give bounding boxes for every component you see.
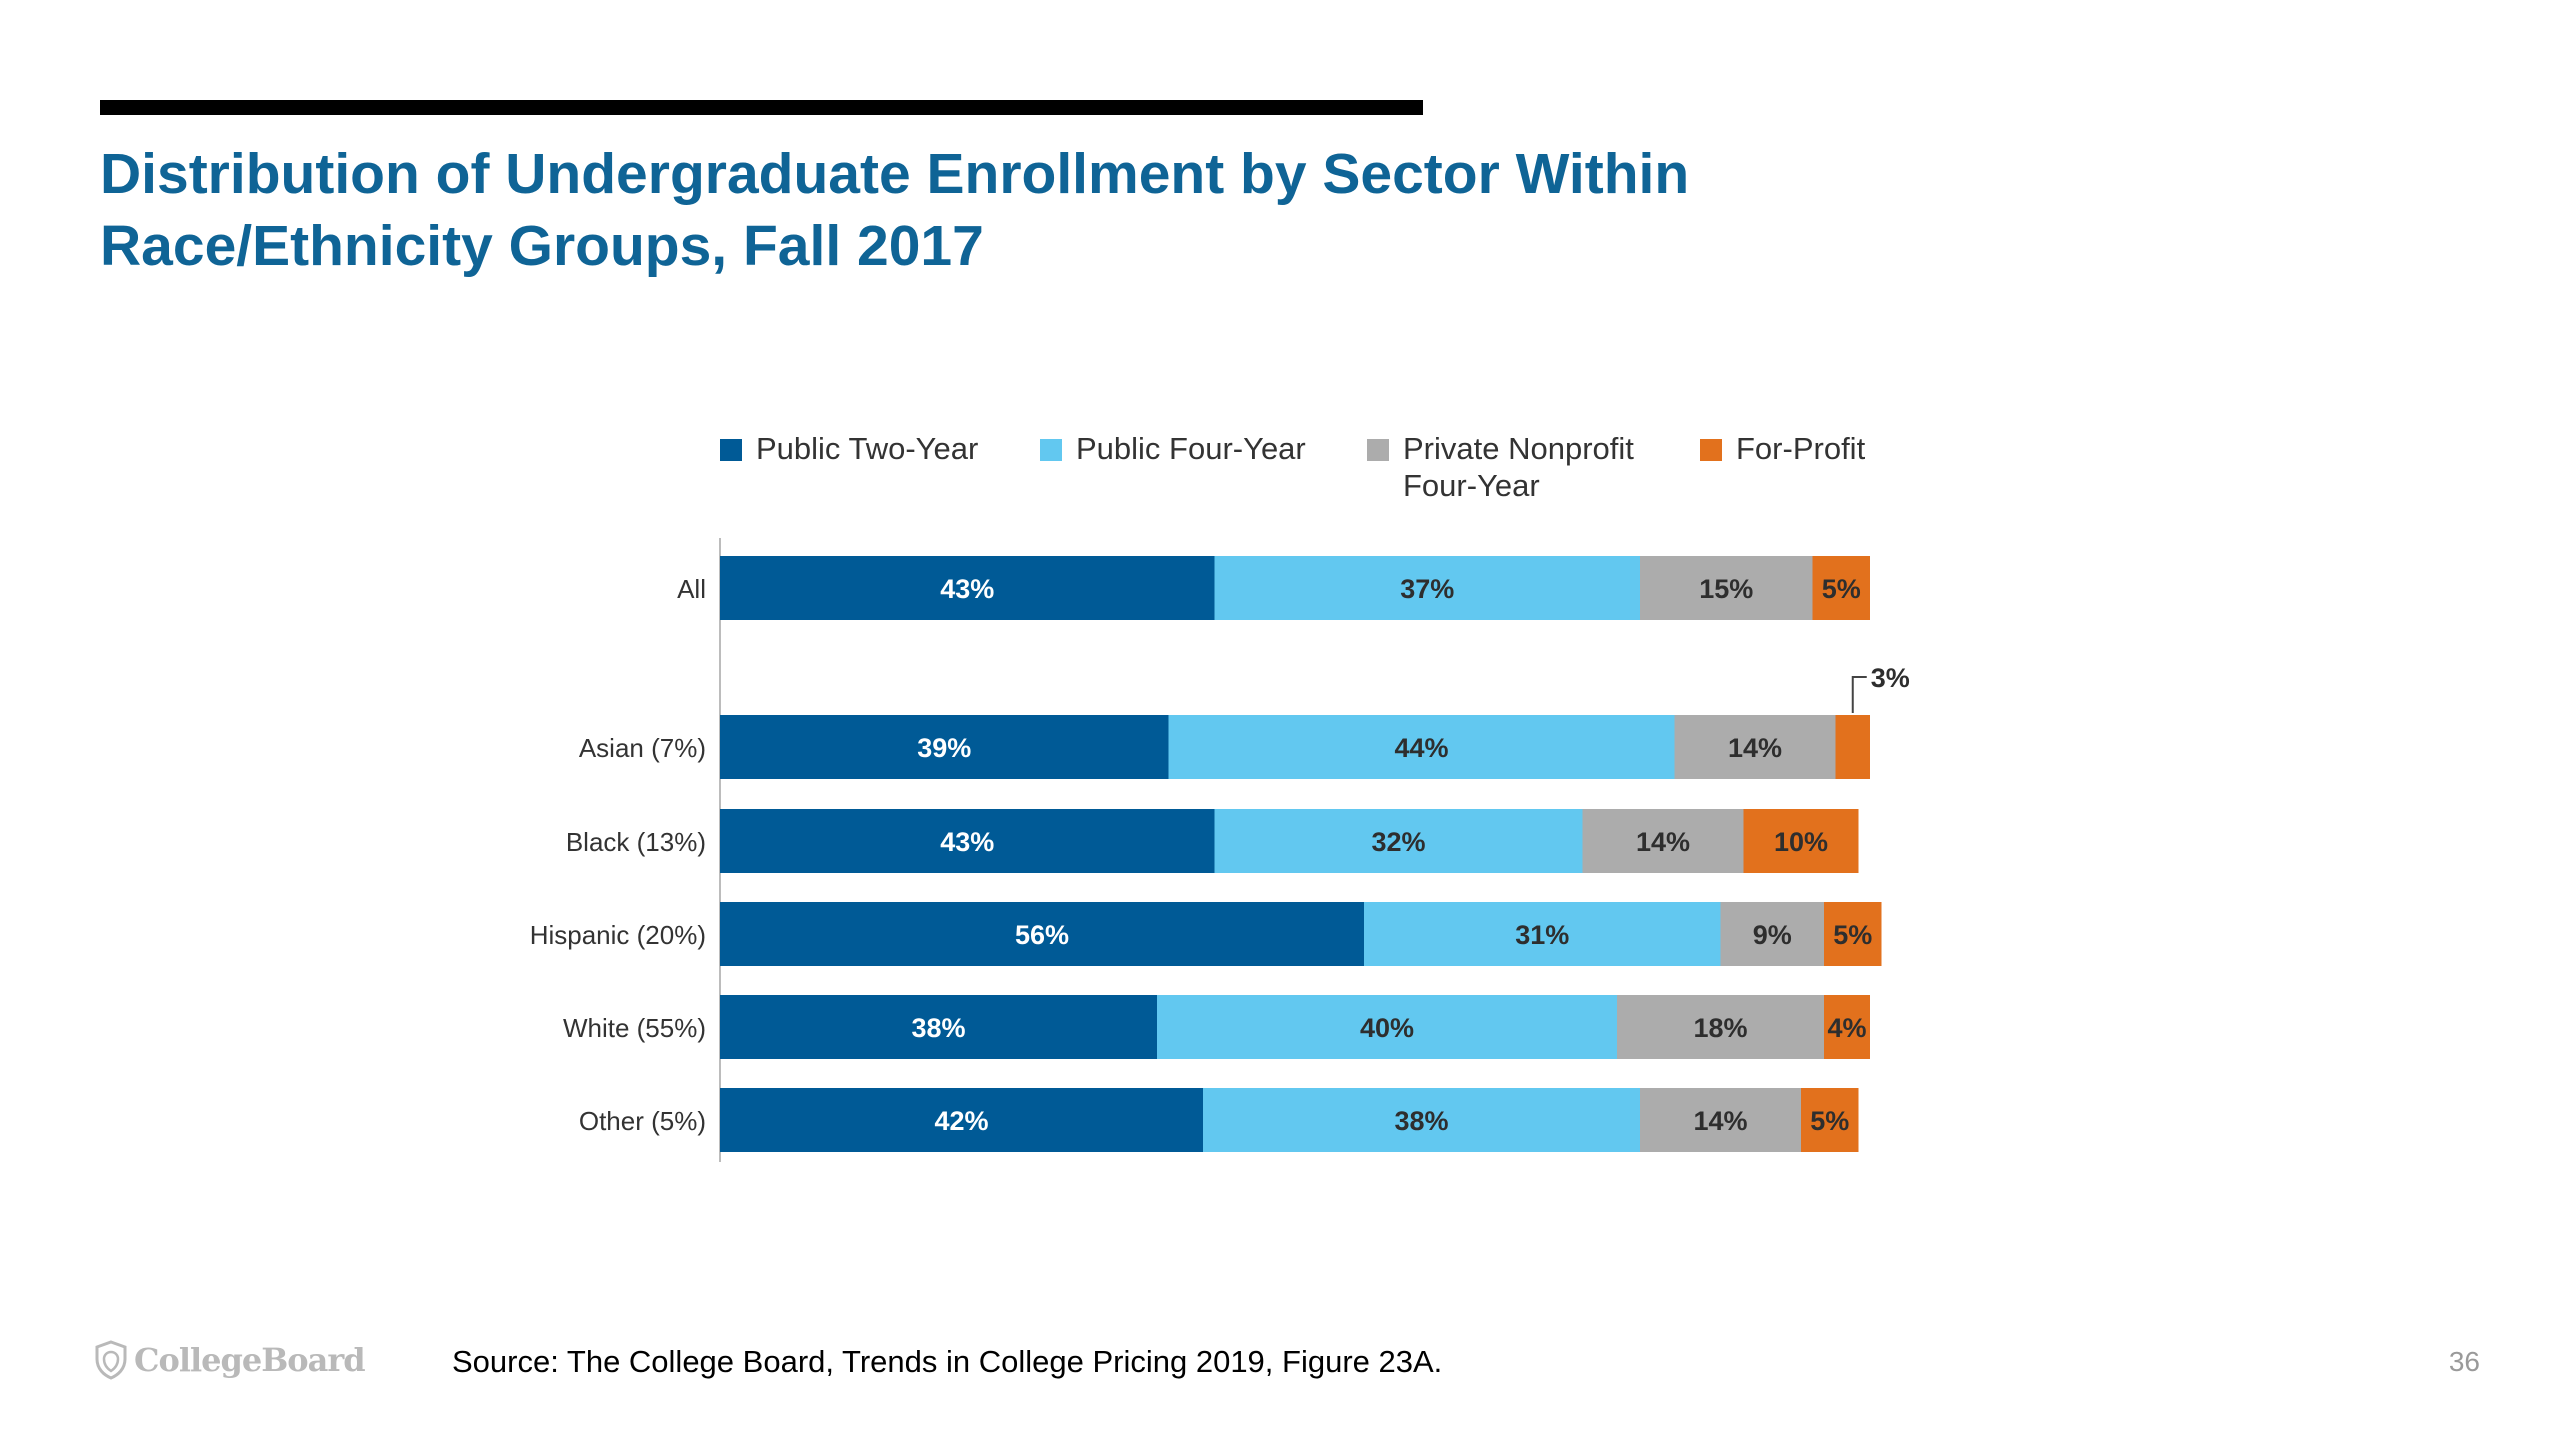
bar-segment [1674,715,1836,779]
legend-item-4: For-Profit [1700,430,1865,467]
bar-segment [720,809,1215,873]
data-label: 14% [1693,1106,1747,1136]
data-label: 18% [1693,1013,1747,1043]
data-label: 31% [1515,920,1569,950]
bar-segment [1582,809,1744,873]
bar-segment [720,715,1169,779]
data-label: 38% [1394,1106,1448,1136]
bar-segment [1801,1088,1859,1152]
title-line-2: Race/Ethnicity Groups, Fall 2017 [100,214,984,278]
bar-segment [1203,1088,1640,1152]
data-label: 14% [1728,733,1782,763]
bar-segment [1168,715,1675,779]
data-label: 15% [1699,574,1753,604]
data-label: 5% [1833,920,1872,950]
bar-segment [1812,556,1870,620]
bar-segment [1214,809,1583,873]
bar-segment [1617,995,1824,1059]
bar-segment [1640,556,1813,620]
bar-segment [720,902,1364,966]
legend-label: Public Four-Year [1076,431,1306,466]
category-label: All [677,574,706,604]
bar-segment [720,556,1215,620]
data-label: 32% [1371,827,1425,857]
data-label: 42% [934,1106,988,1136]
legend-label: For-Profit [1736,431,1866,466]
legend-swatch [1040,439,1062,461]
shield-acorn-icon [95,1340,127,1380]
legend-label: Public Two-Year [756,431,979,466]
data-label: 4% [1827,1013,1866,1043]
callout-leader-line [1851,676,1867,713]
bar-segment [1835,715,1870,779]
bar-segment [1824,902,1882,966]
category-label: Hispanic (20%) [530,920,706,950]
data-label: 5% [1822,574,1861,604]
source-note: Source: The College Board, Trends in Col… [452,1344,1443,1379]
bar-segment [1157,995,1617,1059]
data-label: 9% [1753,920,1792,950]
data-label: 44% [1394,733,1448,763]
legend-item-3: Private Nonprofit Four-Year [1367,430,1634,504]
category-label: White (55%) [563,1013,706,1043]
category-label: Asian (7%) [579,733,706,763]
callout-label: 3% [1871,663,1910,693]
data-label: 38% [911,1013,965,1043]
college-board-logo: CollegeBoard [94,1340,366,1380]
bar-segment [720,995,1157,1059]
legend-swatch [1367,439,1389,461]
bar-segment [1214,556,1640,620]
title-line-1: Distribution of Undergraduate Enrollment… [100,142,1690,206]
bar-segment [1640,1088,1801,1152]
category-label: Black (13%) [566,827,706,857]
legend-item-1: Public Two-Year [720,430,978,467]
data-label: 39% [917,733,971,763]
legend-swatch [1700,439,1722,461]
bar-segment [1720,902,1824,966]
data-label: 5% [1810,1106,1849,1136]
top-rule [100,100,1423,115]
legend-swatch [720,439,742,461]
logo-wordmark: CollegeBoard [134,1341,366,1379]
page-number: 36 [2448,1346,2480,1377]
chart-legend: Public Two-Year Public Four-Year Private N… [700,430,1900,520]
data-label: 14% [1636,827,1690,857]
data-label: 43% [940,574,994,604]
data-label: 40% [1360,1013,1414,1043]
bar-segment [1364,902,1721,966]
data-label: 43% [940,827,994,857]
legend-label: Private Nonprofit Four-Year [1403,431,1634,503]
bar-segment [1824,995,1870,1059]
category-label: Other (5%) [579,1106,706,1136]
legend-item-2: Public Four-Year [1040,430,1306,467]
data-label: 56% [1015,920,1069,950]
data-label: 10% [1774,827,1828,857]
bar-segment [1743,809,1859,873]
bar-segment [720,1088,1203,1152]
data-label: 37% [1400,574,1454,604]
slide-title: Distribution of Undergraduate Enrollment… [100,138,1900,282]
